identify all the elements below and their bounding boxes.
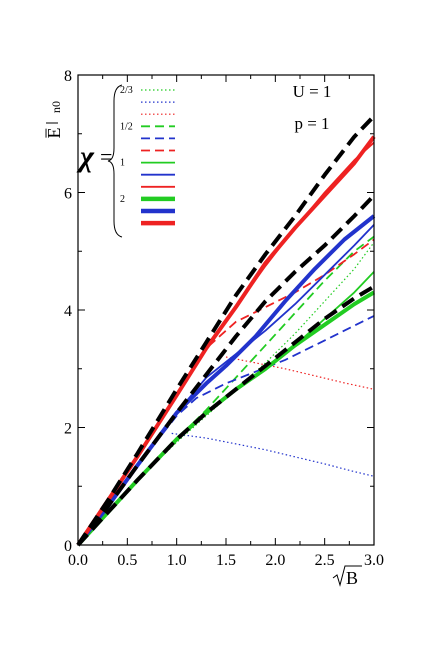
y-tick-label: 2 (64, 421, 72, 438)
sqrt-symbol (332, 565, 362, 587)
param-u: U = 1 (293, 82, 332, 101)
series-line-12 (76, 284, 376, 547)
y-tick-label: 0 (64, 538, 72, 555)
x-axis-label: B (332, 565, 362, 588)
y-label-sub: n0 (49, 101, 63, 113)
legend-group-label: 1/2 (120, 121, 133, 132)
y-axis-label: E̅ n0 (44, 101, 64, 139)
x-label-symbol: B (346, 568, 358, 588)
series-line-2 (225, 356, 375, 390)
series-line-13 (76, 194, 376, 547)
x-tick-label: 1.5 (216, 552, 236, 569)
legend-group-label: 2/3 (120, 85, 133, 96)
legend-group-label: 2 (120, 194, 125, 205)
series-line-1 (171, 432, 375, 477)
legend-group-labels: 2/3 1/2 1 2 (120, 85, 133, 205)
legend: χ = 2/3 1/2 1 2 (76, 84, 175, 238)
series-lines (76, 114, 376, 547)
series-line-4 (77, 315, 375, 546)
x-tick-label: 2.5 (315, 552, 335, 569)
legend-equals: = (100, 144, 112, 169)
legend-brace (107, 84, 123, 238)
param-p: p = 1 (294, 114, 329, 133)
legend-symbol: χ (76, 140, 95, 173)
series-line-10 (76, 214, 376, 547)
series-line-14 (76, 114, 376, 547)
axis-ticks: 0.0 0.5 1.0 1.5 2.0 2.5 3.0 0 2 4 6 8 (64, 68, 384, 569)
series-line-0 (77, 242, 375, 546)
legend-group-label: 1 (120, 158, 125, 169)
y-label-main: E̅ (44, 128, 64, 139)
y-tick-label: 6 (64, 186, 72, 203)
x-tick-label: 3.0 (364, 552, 384, 569)
x-tick-label: 0.0 (68, 552, 88, 569)
legend-entries (141, 89, 175, 226)
x-tick-label: 2.0 (265, 552, 285, 569)
x-tick-label: 0.5 (117, 552, 137, 569)
series-line-9 (76, 290, 376, 547)
y-tick-label: 4 (64, 303, 72, 320)
y-tick-label: 8 (64, 68, 72, 85)
x-tick-label: 1.0 (167, 552, 187, 569)
